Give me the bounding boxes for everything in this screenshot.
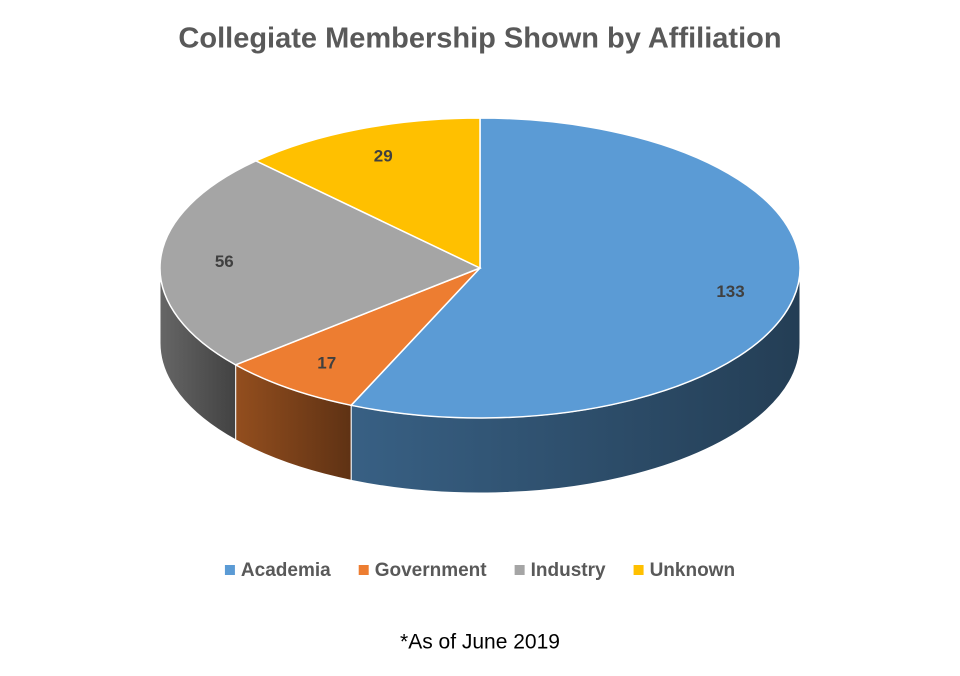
legend-swatch xyxy=(633,565,644,575)
footnote: *As of June 2019 xyxy=(400,631,560,654)
slice xyxy=(159,160,482,366)
legend-label: Academia xyxy=(241,560,331,581)
legend-label: Government xyxy=(375,560,488,581)
slice xyxy=(233,267,481,407)
data-label: 133 xyxy=(716,282,744,301)
legend-label: Unknown xyxy=(650,560,736,581)
chart-title: Collegiate Membership Shown by Affiliati… xyxy=(178,23,781,55)
slice xyxy=(349,117,801,419)
legend-swatch xyxy=(514,565,525,575)
data-label: 17 xyxy=(317,354,336,373)
legend-label: Industry xyxy=(531,560,606,581)
data-label: 56 xyxy=(215,252,234,271)
legend-swatch xyxy=(224,565,235,575)
slice xyxy=(254,117,481,270)
data-label: 29 xyxy=(374,146,393,165)
legend: Academia Government Industry Unknown xyxy=(224,560,736,581)
legend-swatch xyxy=(358,565,369,575)
